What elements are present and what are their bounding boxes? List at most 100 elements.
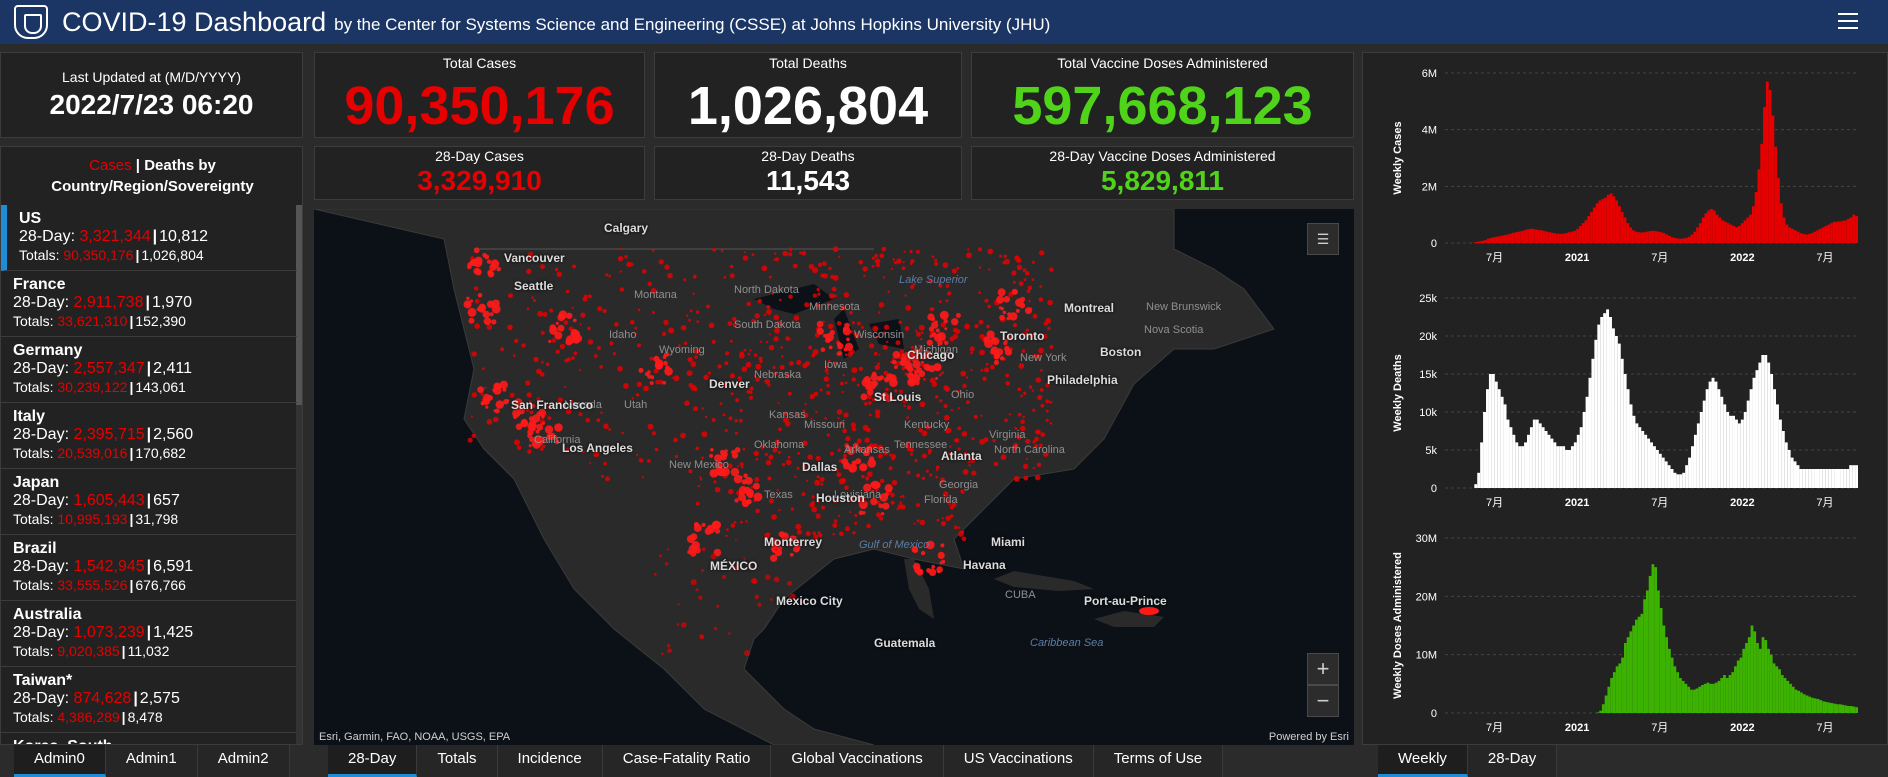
metro-case-dot [943,319,948,324]
weekly-bar [1841,220,1845,243]
country-list-item[interactable]: Japan 28-Day: 1,605,443 | 657 Totals: 10,995… [1,469,297,535]
county-case-dot [642,269,647,274]
county-case-dot [634,333,637,336]
tab-case-fatality-ratio[interactable]: Case-Fatality Ratio [602,745,772,777]
county-case-dot [969,457,976,464]
metro-case-dot [855,458,862,465]
tab-weekly[interactable]: Weekly [1378,745,1468,777]
citylabel-atlanta: Atlanta [941,449,982,463]
maplabel-missouri: Missouri [804,419,845,431]
menu-icon[interactable] [1838,13,1858,29]
country-list-item[interactable]: Korea, South [1,733,297,744]
weekly-bar [1585,396,1589,488]
country-list[interactable]: US 28-Day: 3,321,344 | 10,812 Totals: 90,350… [1,205,302,744]
tab-admin1[interactable]: Admin1 [105,745,198,777]
tab-terms-of-use[interactable]: Terms of Use [1093,745,1224,777]
county-case-dot [985,362,989,366]
country-list-item[interactable]: Australia 28-Day: 1,073,239 | 1,425 Totals: … [1,601,297,667]
weekly-bar [1503,235,1507,243]
tab-28-day[interactable]: 28-Day [328,745,418,777]
weekly-bar [1763,107,1766,243]
legend-list-icon[interactable]: ☰ [1307,223,1339,255]
weekly-bar [1596,712,1600,713]
metro-case-dot [513,398,523,407]
county-case-dot [918,428,923,433]
county-case-dot [851,367,858,374]
metro-case-dot [816,320,824,328]
county-case-dot [941,522,944,525]
map-powered-by[interactable]: Powered by Esri [1268,731,1349,743]
country-28day-row: 28-Day: 874,628 | 2,575 [13,690,297,708]
weekly-bar [1594,339,1598,488]
zoom-in-button[interactable]: + [1307,653,1339,685]
county-case-dot [736,383,740,387]
metro-case-dot [912,562,921,571]
tab-admin0[interactable]: Admin0 [14,745,106,777]
county-case-dot [673,375,680,382]
list-scrollbar[interactable] [296,205,302,744]
map-attribution[interactable]: Esri, Garmin, FAO, NOAA, USGS, EPA [319,731,511,743]
country-list-item[interactable]: Brazil 28-Day: 1,542,945 | 6,591 Totals: 33,… [1,535,297,601]
country-28day-cases: 874,628 [73,690,132,707]
county-case-dot [898,320,902,324]
county-case-dot [608,274,612,278]
county-case-dot [817,262,823,267]
weekly-bar [1698,223,1702,243]
map-canvas[interactable] [314,209,1354,745]
tab-incidence[interactable]: Incidence [497,745,603,777]
country-list-item[interactable]: France 28-Day: 2,911,738 | 1,970 Totals: 33,… [1,271,297,337]
metro-case-dot [844,342,854,351]
county-case-dot [624,255,628,259]
mexico-case-dot [734,538,737,541]
county-case-dot [755,377,760,382]
weekly-bar [1690,689,1693,713]
weekly-bar [1825,469,1829,488]
maplabel-utah: Utah [624,399,648,411]
county-case-dot [493,416,499,423]
metro-case-dot [752,482,760,490]
north-america-landmass [314,209,1275,745]
country-list-item[interactable]: Italy 28-Day: 2,395,715 | 2,560 Totals: 20,5… [1,403,297,469]
mexico-case-dot [695,588,699,592]
county-case-dot [941,371,945,375]
weekly-bar [1559,446,1563,488]
county-case-dot [819,477,825,482]
county-case-dot [828,293,835,299]
county-case-dot [909,452,914,456]
divider: | [146,558,152,575]
map-view[interactable]: Montana North Dakota South Dakota Minnesota… [314,209,1354,745]
country-total-deaths: 1,026,804 [141,247,204,263]
country-list-item[interactable]: Germany 28-Day: 2,557,347 | 2,411 Totals: 30… [1,337,297,403]
country-total-cases: 4,386,289 [57,709,120,725]
county-case-dot [801,250,807,256]
mexico-case-dot [666,644,671,648]
metro-case-dot [565,338,573,346]
tab-global-vaccinations[interactable]: Global Vaccinations [771,745,944,777]
county-case-dot [852,531,856,535]
county-case-dot [728,489,734,495]
zoom-out-button[interactable]: − [1307,685,1339,717]
weekly-bar [1537,229,1540,243]
metro-case-dot [701,522,706,527]
county-case-dot [603,423,609,430]
tab-28-day[interactable]: 28-Day [1467,745,1558,777]
county-case-dot [725,534,728,538]
county-case-dot [934,261,939,266]
metro-case-dot [469,259,477,267]
county-case-dot [965,376,969,379]
metro-case-dot [951,318,959,326]
metro-case-dot [566,312,573,319]
county-case-dot [874,253,879,258]
tab-us-vaccinations[interactable]: US Vaccinations [943,745,1094,777]
list-header-line2: Country/Region/Sovereignty [51,178,254,195]
county-case-dot [508,293,513,298]
tab-totals[interactable]: Totals [417,745,498,777]
country-list-item[interactable]: Taiwan* 28-Day: 874,628 | 2,575 Totals: 4,38… [1,667,297,733]
county-case-dot [1003,254,1007,259]
jhu-shield-icon [14,5,48,39]
weekly-bar [1688,457,1692,488]
county-case-dot [649,356,654,361]
county-case-dot [802,409,806,413]
tab-admin2[interactable]: Admin2 [197,745,290,777]
country-list-item[interactable]: US 28-Day: 3,321,344 | 10,812 Totals: 90,350… [1,205,297,271]
